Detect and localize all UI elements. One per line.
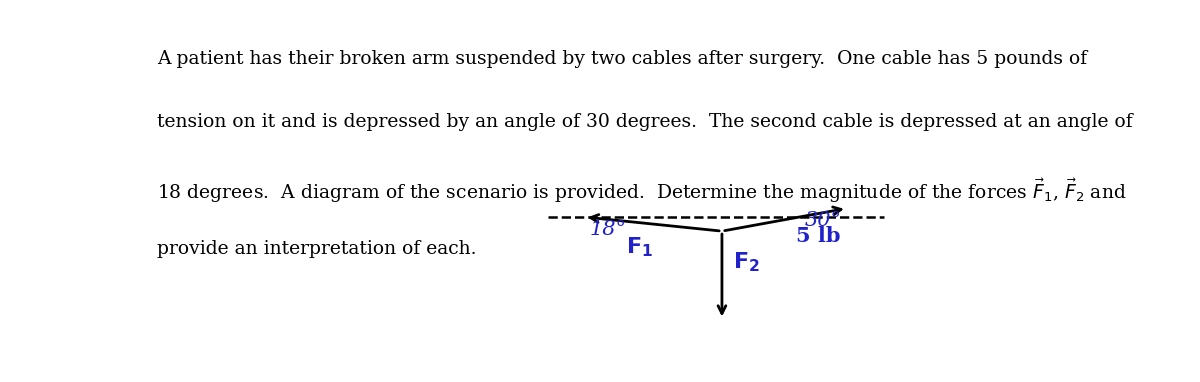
Text: provide an interpretation of each.: provide an interpretation of each. — [157, 240, 476, 258]
Text: 5 lb: 5 lb — [796, 226, 840, 246]
Text: 18 degrees.  A diagram of the scenario is provided.  Determine the magnitude of : 18 degrees. A diagram of the scenario is… — [157, 177, 1127, 205]
Text: A patient has their broken arm suspended by two cables after surgery.  One cable: A patient has their broken arm suspended… — [157, 50, 1087, 68]
Text: 30°: 30° — [805, 211, 842, 230]
Text: $\mathbf{F_2}$: $\mathbf{F_2}$ — [733, 250, 760, 274]
Text: tension on it and is depressed by an angle of 30 degrees.  The second cable is d: tension on it and is depressed by an ang… — [157, 113, 1133, 131]
Text: $\mathbf{F_1}$: $\mathbf{F_1}$ — [626, 236, 653, 259]
Text: 18°: 18° — [589, 220, 626, 239]
